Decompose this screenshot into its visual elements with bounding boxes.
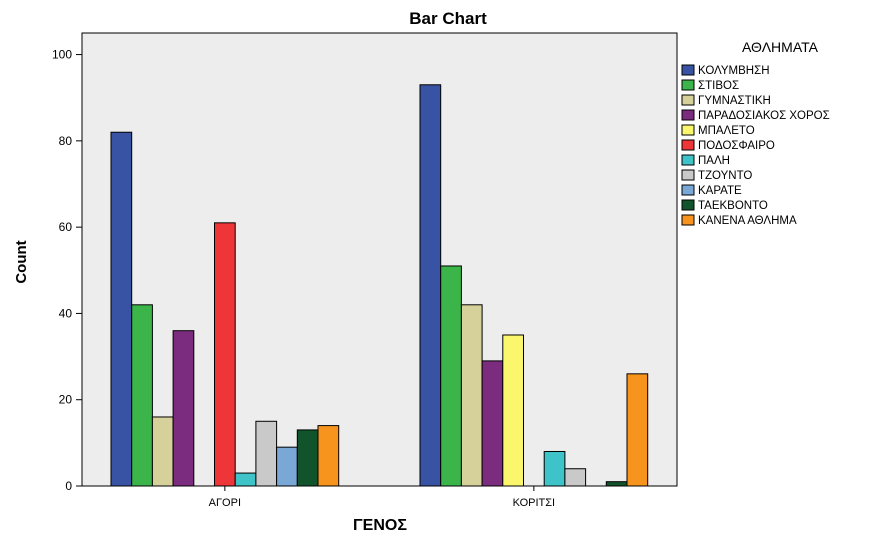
legend-swatch: [681, 199, 695, 211]
chart-title: Bar Chart: [409, 9, 487, 28]
bar: [419, 84, 442, 487]
bars-group: [110, 84, 649, 487]
bar: [460, 304, 483, 487]
legend: ΑΘΛΗΜΑΤΑ ΚΟΛΥΜΒΗΣΗ ΣΤΙΒΟΣ ΓΥΜΝΑΣΤΙΚΗ ΠΑΡΑΔΟ…: [681, 39, 830, 227]
bar: [110, 131, 133, 487]
legend-label: ΠΑΛΗ: [698, 155, 730, 167]
legend-swatch: [681, 79, 695, 91]
y-axis: 0 20 40 60 80 100: [52, 48, 82, 493]
bar: [440, 265, 462, 487]
bar: [605, 481, 628, 487]
bar: [151, 416, 174, 487]
legend-label: ΓΥΜΝΑΣΤΙΚΗ: [698, 95, 771, 107]
bar: [481, 360, 504, 487]
legend-swatch: [681, 139, 695, 151]
y-tick-label: 80: [59, 134, 73, 148]
legend-swatch: [681, 154, 695, 166]
y-tick-label: 0: [65, 479, 72, 493]
legend-label: ΜΠΑΛΕΤΟ: [698, 125, 755, 137]
bar: [626, 373, 649, 487]
x-axis: ΑΓΟΡΙ ΚΟΡΙΤΣΙ: [209, 486, 555, 509]
bar: [276, 446, 298, 487]
y-tick-label: 60: [59, 220, 73, 234]
legend-label: ΤΖΟΥΝΤΟ: [698, 170, 752, 182]
bar: [234, 472, 257, 487]
legend-swatch: [681, 64, 695, 76]
bar: [296, 429, 319, 487]
bar: [543, 450, 566, 487]
legend-swatch: [681, 184, 695, 196]
bar: [502, 334, 524, 487]
bar: [564, 468, 587, 487]
legend-label: ΚΑΡΑΤΕ: [698, 185, 742, 197]
bar: [255, 420, 278, 487]
legend-swatch: [681, 169, 695, 181]
legend-swatch: [681, 124, 695, 136]
y-tick-label: 100: [52, 48, 72, 62]
bar: [131, 304, 153, 487]
legend-label: ΤΑΕΚΒΟΝΤΟ: [698, 200, 768, 212]
bar: [172, 330, 195, 487]
legend-label: ΚΟΛΥΜΒΗΣΗ: [698, 65, 770, 77]
legend-label: ΠΑΡΑΔΟΣΙΑΚΟΣ ΧΟΡΟΣ: [698, 110, 830, 122]
legend-swatch: [681, 94, 695, 106]
legend-label: ΚΑΝΕΝΑ ΑΘΛΗΜΑ: [698, 215, 797, 227]
legend-label: ΣΤΙΒΟΣ: [698, 80, 739, 92]
bar: [317, 425, 340, 487]
y-tick-label: 40: [59, 306, 73, 320]
legend-title: ΑΘΛΗΜΑΤΑ: [742, 39, 819, 55]
bar: [214, 222, 236, 487]
legend-label: ΠΟΔΟΣΦΑΙΡΟ: [698, 140, 775, 152]
y-axis-title: Count: [13, 240, 30, 283]
legend-swatch: [681, 109, 695, 121]
x-axis-title: ΓΕΝΟΣ: [353, 517, 407, 534]
legend-swatch: [681, 214, 695, 226]
x-category-label: ΚΟΡΙΤΣΙ: [513, 497, 556, 509]
x-category-label: ΑΓΟΡΙ: [209, 497, 241, 509]
y-tick-label: 20: [59, 393, 73, 407]
